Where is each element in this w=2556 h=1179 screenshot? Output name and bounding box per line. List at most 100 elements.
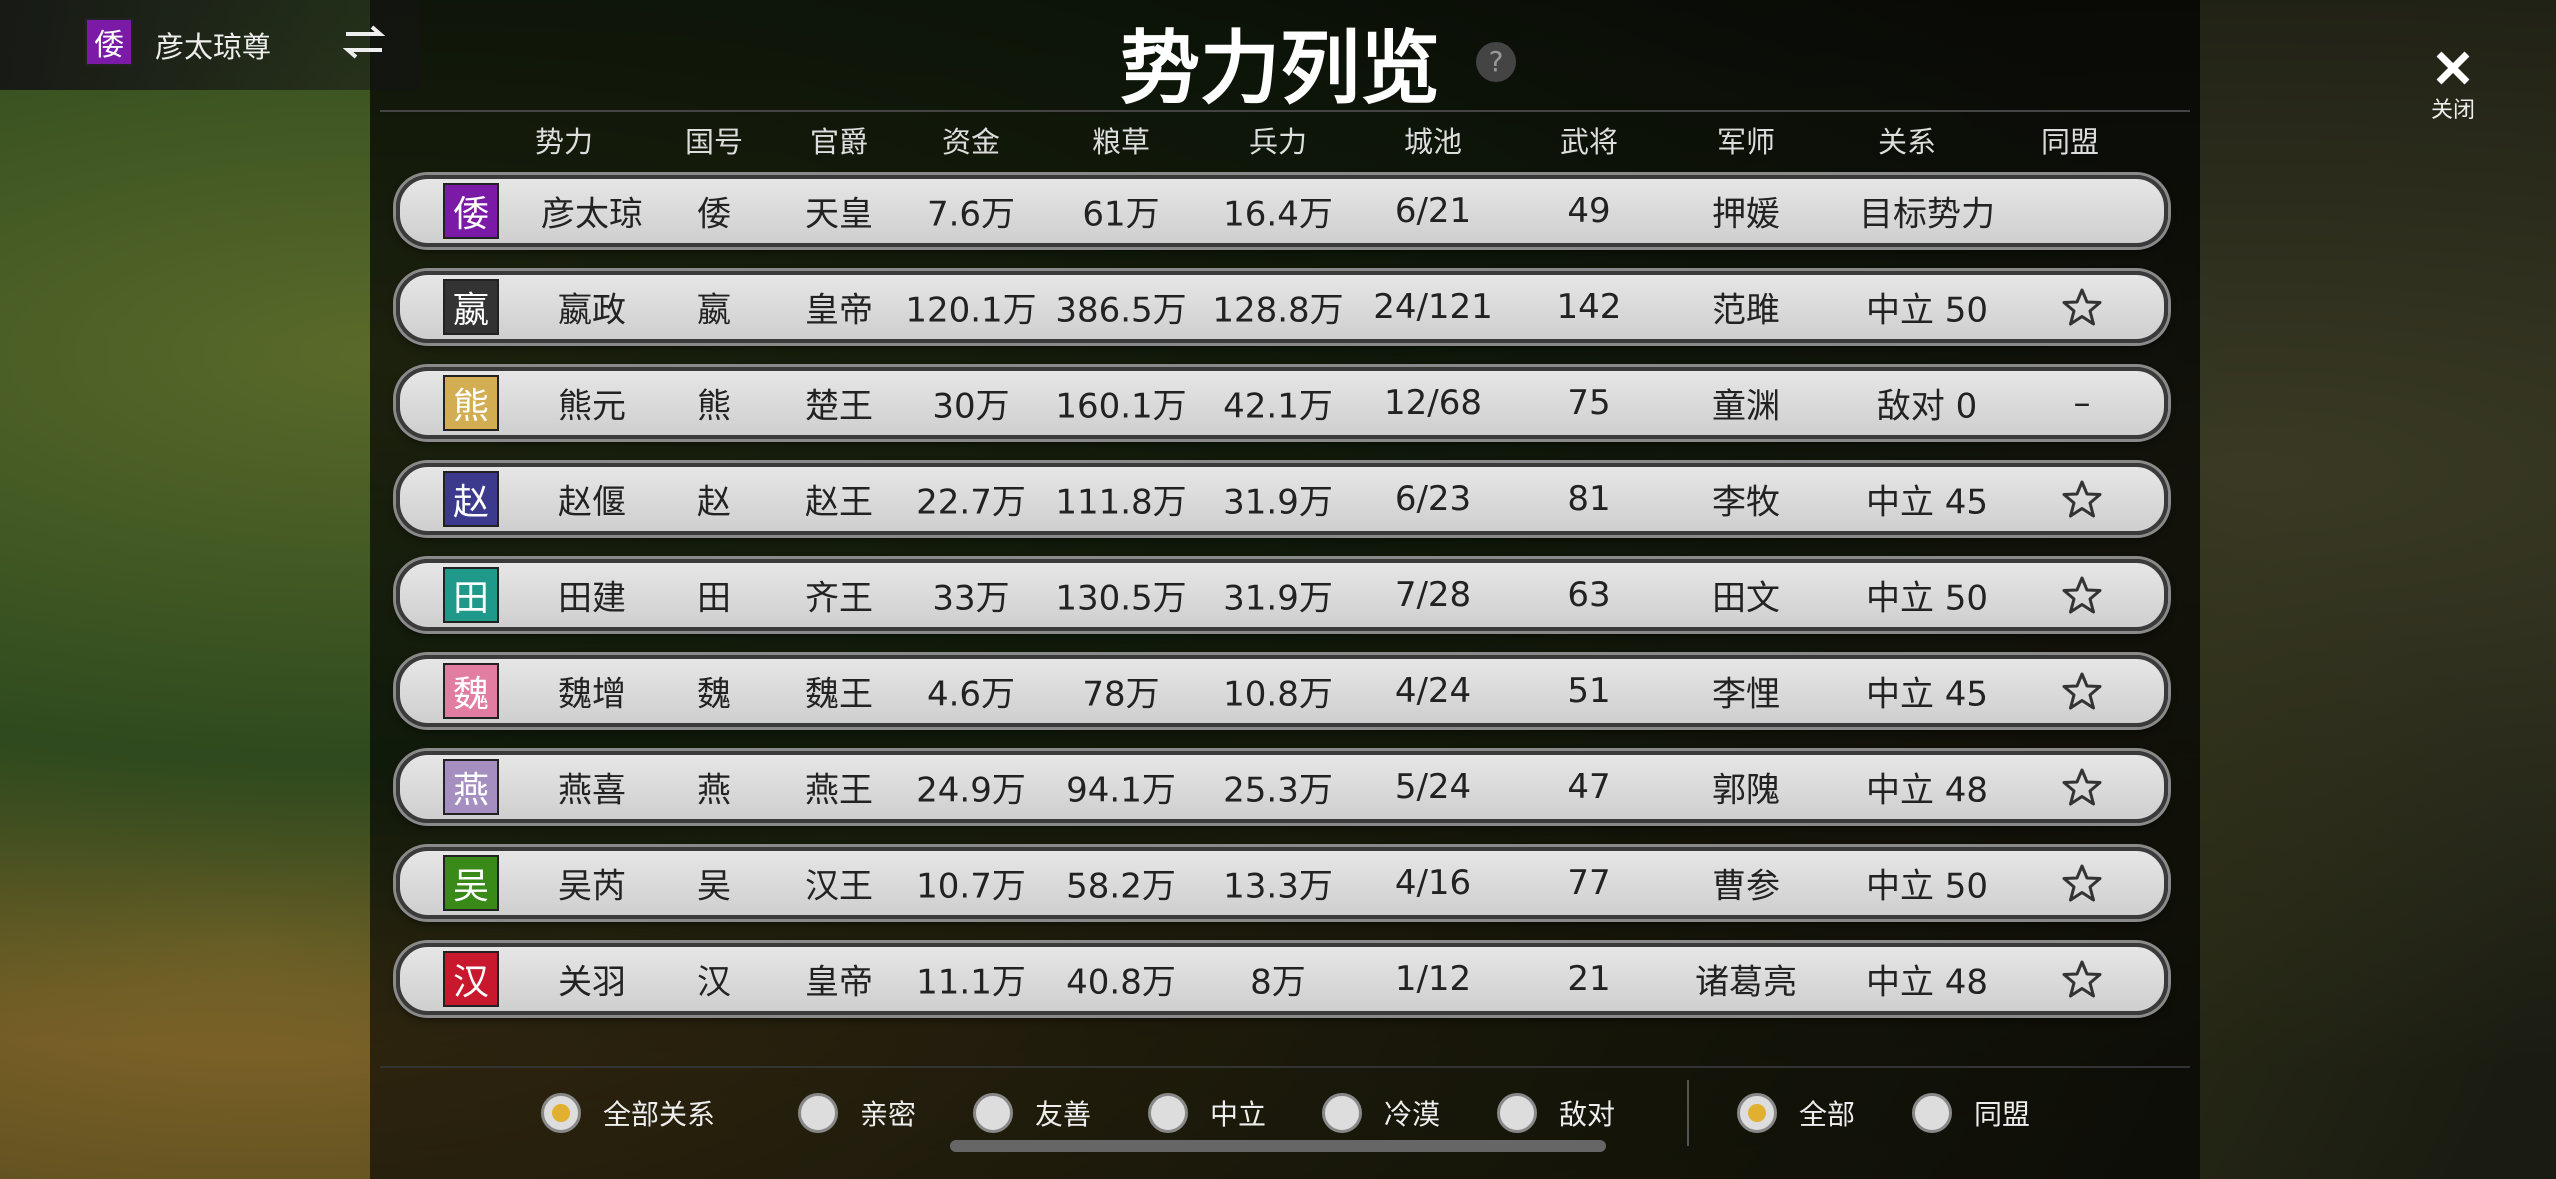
column-header: 势力: [534, 125, 594, 159]
faction-badge: 魏: [443, 663, 499, 719]
filter-label[interactable]: 同盟: [1974, 1098, 2031, 1131]
ally-star[interactable]: [2062, 959, 2102, 999]
ally-star[interactable]: [2062, 671, 2102, 711]
cell-strategist: 诸葛亮: [1695, 962, 1797, 1003]
cell-rank: 燕王: [805, 770, 873, 811]
ally-star[interactable]: [2062, 575, 2102, 615]
filter-radio[interactable]: [798, 1093, 838, 1133]
cell-grain: 130.5万: [1055, 578, 1187, 619]
cell-leader: 燕喜: [558, 770, 626, 811]
cell-state: 田: [697, 578, 731, 619]
faction-row[interactable]: 赵 赵偃 赵 赵王 22.7万 111.8万 31.9万 6/23 81 李牧 中立 45: [396, 463, 2168, 535]
filter-radio[interactable]: [1912, 1093, 1952, 1133]
ally-star[interactable]: [2062, 287, 2102, 327]
faction-row[interactable]: 吴 吴芮 吴 汉王 10.7万 58.2万 13.3万 4/16 77 曹参 中立 50: [396, 847, 2168, 919]
filter-label[interactable]: 友善: [1035, 1098, 1092, 1131]
column-header: 同盟: [2040, 125, 2100, 159]
cell-grain: 111.8万: [1055, 482, 1187, 523]
header-rule: [380, 110, 2190, 112]
filter-label[interactable]: 全部: [1799, 1098, 1856, 1131]
cell-generals: 21: [1567, 959, 1611, 999]
cell-strategist: 李牧: [1712, 482, 1780, 523]
cell-relation: 中立 48: [1865, 770, 1989, 811]
cell-generals: 47: [1567, 767, 1611, 807]
faction-badge: 田: [443, 567, 499, 623]
scrollbar: [950, 1140, 1606, 1152]
filter-radio[interactable]: [541, 1093, 581, 1133]
faction-row[interactable]: 田 田建 田 齐王 33万 130.5万 31.9万 7/28 63 田文 中立 50: [396, 559, 2168, 631]
ally-star[interactable]: [2062, 479, 2102, 519]
cell-rank: 楚王: [805, 386, 873, 427]
column-header: 资金: [941, 125, 1001, 159]
column-header: 官爵: [809, 125, 869, 159]
filter-label[interactable]: 敌对: [1559, 1098, 1616, 1131]
filter-label[interactable]: 冷漠: [1384, 1098, 1441, 1131]
cell-grain: 94.1万: [1066, 770, 1176, 811]
filter-label[interactable]: 亲密: [860, 1098, 917, 1131]
cell-state: 熊: [697, 386, 731, 427]
swap-button[interactable]: [342, 24, 386, 60]
cell-leader: 嬴政: [558, 290, 626, 331]
column-header: 兵力: [1248, 125, 1308, 159]
faction-row[interactable]: 汉 关羽 汉 皇帝 11.1万 40.8万 8万 1/12 21 诸葛亮 中立 48: [396, 943, 2168, 1015]
close-label: 关闭: [2430, 98, 2476, 123]
cell-cities: 1/12: [1394, 959, 1472, 999]
cell-rank: 天皇: [805, 194, 873, 235]
cell-relation: 中立 50: [1865, 578, 1989, 619]
cell-leader: 魏增: [558, 674, 626, 715]
ally-star[interactable]: [2062, 767, 2102, 807]
filter-radio[interactable]: [1322, 1093, 1362, 1133]
close-button[interactable]: [2433, 48, 2473, 88]
cell-cities: 4/16: [1394, 863, 1472, 903]
ally-star[interactable]: [2062, 863, 2102, 903]
cell-troops: 10.8万: [1223, 674, 1333, 715]
cell-funds: 24.9万: [916, 770, 1026, 811]
cell-rank: 魏王: [805, 674, 873, 715]
faction-row[interactable]: 嬴 嬴政 嬴 皇帝 120.1万 386.5万 128.8万 24/121 142 范雎 中立 50: [396, 271, 2168, 343]
cell-grain: 386.5万: [1055, 290, 1187, 331]
cell-generals: 75: [1567, 383, 1611, 423]
column-header: 关系: [1877, 125, 1937, 159]
faction-row[interactable]: 魏 魏增 魏 魏王 4.6万 78万 10.8万 4/24 51 李悝 中立 45: [396, 655, 2168, 727]
faction-row[interactable]: 熊 熊元 熊 楚王 30万 160.1万 42.1万 12/68 75 童渊 敌对 0 –: [396, 367, 2168, 439]
filter-radio[interactable]: [1148, 1093, 1188, 1133]
cell-grain: 78万: [1082, 674, 1160, 715]
filter-radio[interactable]: [1497, 1093, 1537, 1133]
cell-grain: 58.2万: [1066, 866, 1176, 907]
faction-badge: 燕: [443, 759, 499, 815]
cell-troops: 8万: [1250, 962, 1306, 1003]
faction-row[interactable]: 燕 燕喜 燕 燕王 24.9万 94.1万 25.3万 5/24 47 郭隗 中立 48: [396, 751, 2168, 823]
help-button[interactable]: ?: [1476, 42, 1516, 82]
cell-leader: 吴芮: [558, 866, 626, 907]
top-left-bar: [0, 0, 420, 90]
faction-badge: 吴: [443, 855, 499, 911]
cell-strategist: 李悝: [1712, 674, 1780, 715]
cell-relation: 中立 50: [1865, 866, 1989, 907]
faction-row[interactable]: 倭 彦太琼 倭 天皇 7.6万 61万 16.4万 6/21 49 押媛 目标势力: [396, 175, 2168, 247]
cell-troops: 31.9万: [1223, 482, 1333, 523]
cell-cities: 24/121: [1373, 287, 1493, 327]
star-shape: [2062, 576, 2102, 614]
cell-cities: 6/23: [1394, 479, 1472, 519]
star-shape: [2062, 672, 2102, 710]
cell-state: 魏: [697, 674, 731, 715]
cell-rank: 汉王: [805, 866, 873, 907]
cell-leader: 赵偃: [558, 482, 626, 523]
cell-rank: 赵王: [805, 482, 873, 523]
column-header: 城池: [1403, 125, 1463, 159]
cell-grain: 61万: [1082, 194, 1160, 235]
footer-divider: [1687, 1080, 1689, 1146]
column-header: 国号: [684, 125, 744, 159]
faction-badge: 倭: [443, 183, 499, 239]
filter-radio[interactable]: [1737, 1093, 1777, 1133]
cell-generals: 77: [1567, 863, 1611, 903]
filter-label[interactable]: 全部关系: [603, 1098, 716, 1131]
cell-cities: 7/28: [1394, 575, 1472, 615]
filter-label[interactable]: 中立: [1210, 1098, 1267, 1131]
player-name: 彦太琼尊: [155, 30, 272, 64]
star-shape: [2062, 960, 2102, 998]
filter-radio[interactable]: [973, 1093, 1013, 1133]
cell-funds: 10.7万: [916, 866, 1026, 907]
cell-funds: 11.1万: [916, 962, 1026, 1003]
cell-relation: 中立 48: [1865, 962, 1989, 1003]
